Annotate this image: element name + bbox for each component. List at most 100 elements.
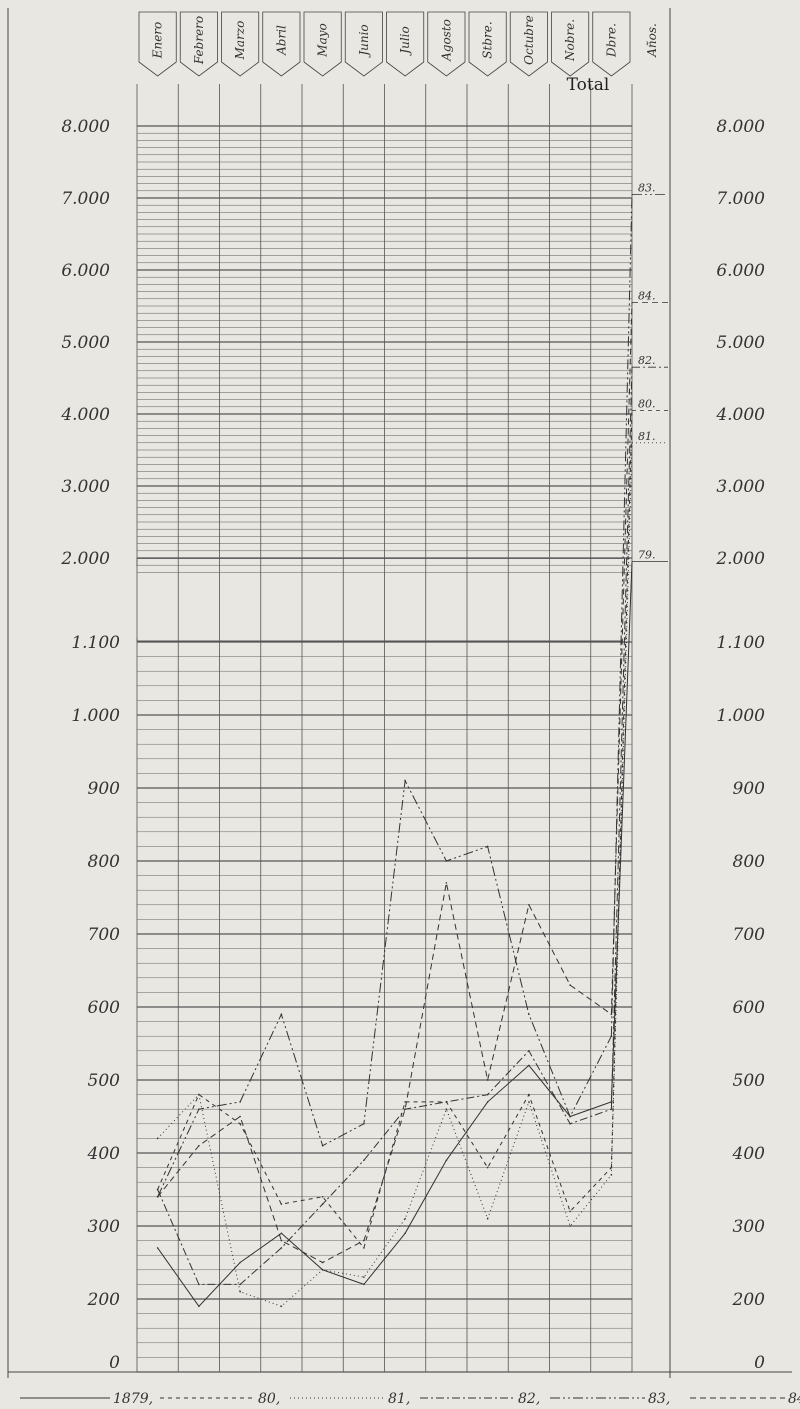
data-point	[156, 1137, 159, 1140]
data-point	[486, 1101, 489, 1103]
legend-label: 83,	[648, 1391, 670, 1407]
data-point	[280, 1013, 283, 1016]
series-line	[157, 779, 612, 1198]
month-label: Marzo	[233, 21, 247, 61]
y-tick-right: 6.000	[716, 261, 765, 281]
data-point	[445, 882, 448, 884]
data-point	[404, 1232, 406, 1235]
y-tick-left: 2.000	[60, 549, 110, 569]
data-point	[486, 1093, 489, 1096]
total-connector	[610, 194, 633, 1037]
y-tick-right: 5.000	[716, 333, 765, 353]
data-point	[486, 1166, 489, 1169]
y-tick-right: 500	[733, 1071, 766, 1091]
y-tick-right: 200	[732, 1290, 766, 1310]
month-tab	[592, 11, 631, 77]
torn-edge-lower	[136, 638, 623, 642]
y-tick-left: 1.100	[71, 633, 120, 653]
data-point	[404, 1217, 406, 1220]
legend-label: 82,	[518, 1391, 540, 1407]
data-point	[321, 1261, 324, 1264]
series-line	[157, 1049, 612, 1285]
month-label: Junio	[357, 24, 371, 58]
y-tick-left: 600	[88, 998, 121, 1018]
y-tick-right: 300	[733, 1217, 766, 1237]
y-tick-right: 900	[733, 779, 766, 799]
data-point	[528, 1101, 530, 1103]
data-point	[404, 779, 406, 782]
month-label: Octubre	[522, 15, 536, 65]
data-point	[239, 1283, 241, 1286]
y-tick-left: 800	[88, 852, 121, 872]
y-tick-right: 8.000	[716, 117, 765, 137]
month-tab	[386, 11, 425, 77]
data-point	[156, 1196, 159, 1198]
month-label: Stbre.	[481, 21, 495, 58]
data-point	[528, 1093, 530, 1096]
data-point	[528, 1050, 530, 1052]
month-tab	[551, 11, 590, 77]
data-point	[198, 1093, 200, 1096]
data-point	[610, 1013, 613, 1016]
data-point	[280, 1232, 283, 1235]
data-point	[610, 1166, 613, 1169]
month-label: Abril	[274, 25, 288, 56]
data-point	[569, 1225, 571, 1227]
data-point	[569, 1115, 571, 1118]
data-point	[610, 1035, 613, 1037]
y-tick-right: 3.000	[716, 477, 765, 497]
total-year-tag: 83.	[638, 181, 656, 194]
data-point	[363, 1159, 365, 1162]
month-tab	[179, 11, 218, 77]
month-tab	[344, 11, 383, 77]
y-tick-left: 6.000	[61, 261, 110, 281]
y-tick-left: 4.000	[60, 405, 110, 425]
data-point	[198, 1108, 200, 1110]
total-connector	[610, 442, 633, 1175]
data-point	[445, 1159, 448, 1162]
y-tick-right: 600	[733, 998, 766, 1018]
data-point	[528, 904, 530, 906]
data-point	[198, 1144, 200, 1147]
legend-label: 1879,	[113, 1391, 153, 1407]
series-line	[157, 1093, 612, 1249]
data-point	[198, 1305, 200, 1308]
data-point	[321, 1269, 324, 1271]
y-tick-right: 1.000	[716, 706, 765, 726]
y-tick-left: 700	[88, 925, 121, 945]
y-tick-right: 4.000	[715, 405, 765, 425]
data-point	[280, 1239, 283, 1242]
data-point	[156, 1247, 159, 1249]
data-point	[156, 1188, 159, 1191]
total-connector	[610, 302, 633, 1015]
total-connector	[610, 561, 633, 1102]
y-tick-left: 0	[109, 1353, 120, 1373]
legend-label: 80,	[258, 1391, 280, 1407]
y-tick-right: 1.100	[716, 633, 765, 653]
y-tick-left: 400	[87, 1144, 121, 1164]
data-point	[569, 1210, 571, 1213]
torn-edge-upper	[136, 557, 623, 567]
y-tick-right: 7.000	[716, 189, 765, 209]
data-point	[239, 1115, 241, 1118]
data-point	[363, 1239, 365, 1242]
data-point	[239, 1101, 241, 1103]
data-point	[486, 845, 489, 848]
y-tick-right: 800	[733, 852, 766, 872]
data-point	[239, 1261, 241, 1264]
month-label: Enero	[151, 22, 165, 60]
y-tick-left: 1.000	[71, 706, 120, 726]
y-tick-left: 300	[88, 1217, 121, 1237]
total-label: Total	[567, 75, 610, 95]
month-label: Febrero	[192, 16, 206, 65]
month-tab	[221, 11, 260, 77]
data-point	[363, 1283, 365, 1286]
data-point	[528, 1013, 530, 1016]
month-tab	[262, 11, 301, 77]
y-tick-right: 700	[733, 925, 766, 945]
data-point	[321, 1203, 324, 1205]
month-tab	[427, 11, 466, 77]
data-point	[569, 984, 571, 986]
total-year-tag: 79.	[638, 549, 656, 562]
